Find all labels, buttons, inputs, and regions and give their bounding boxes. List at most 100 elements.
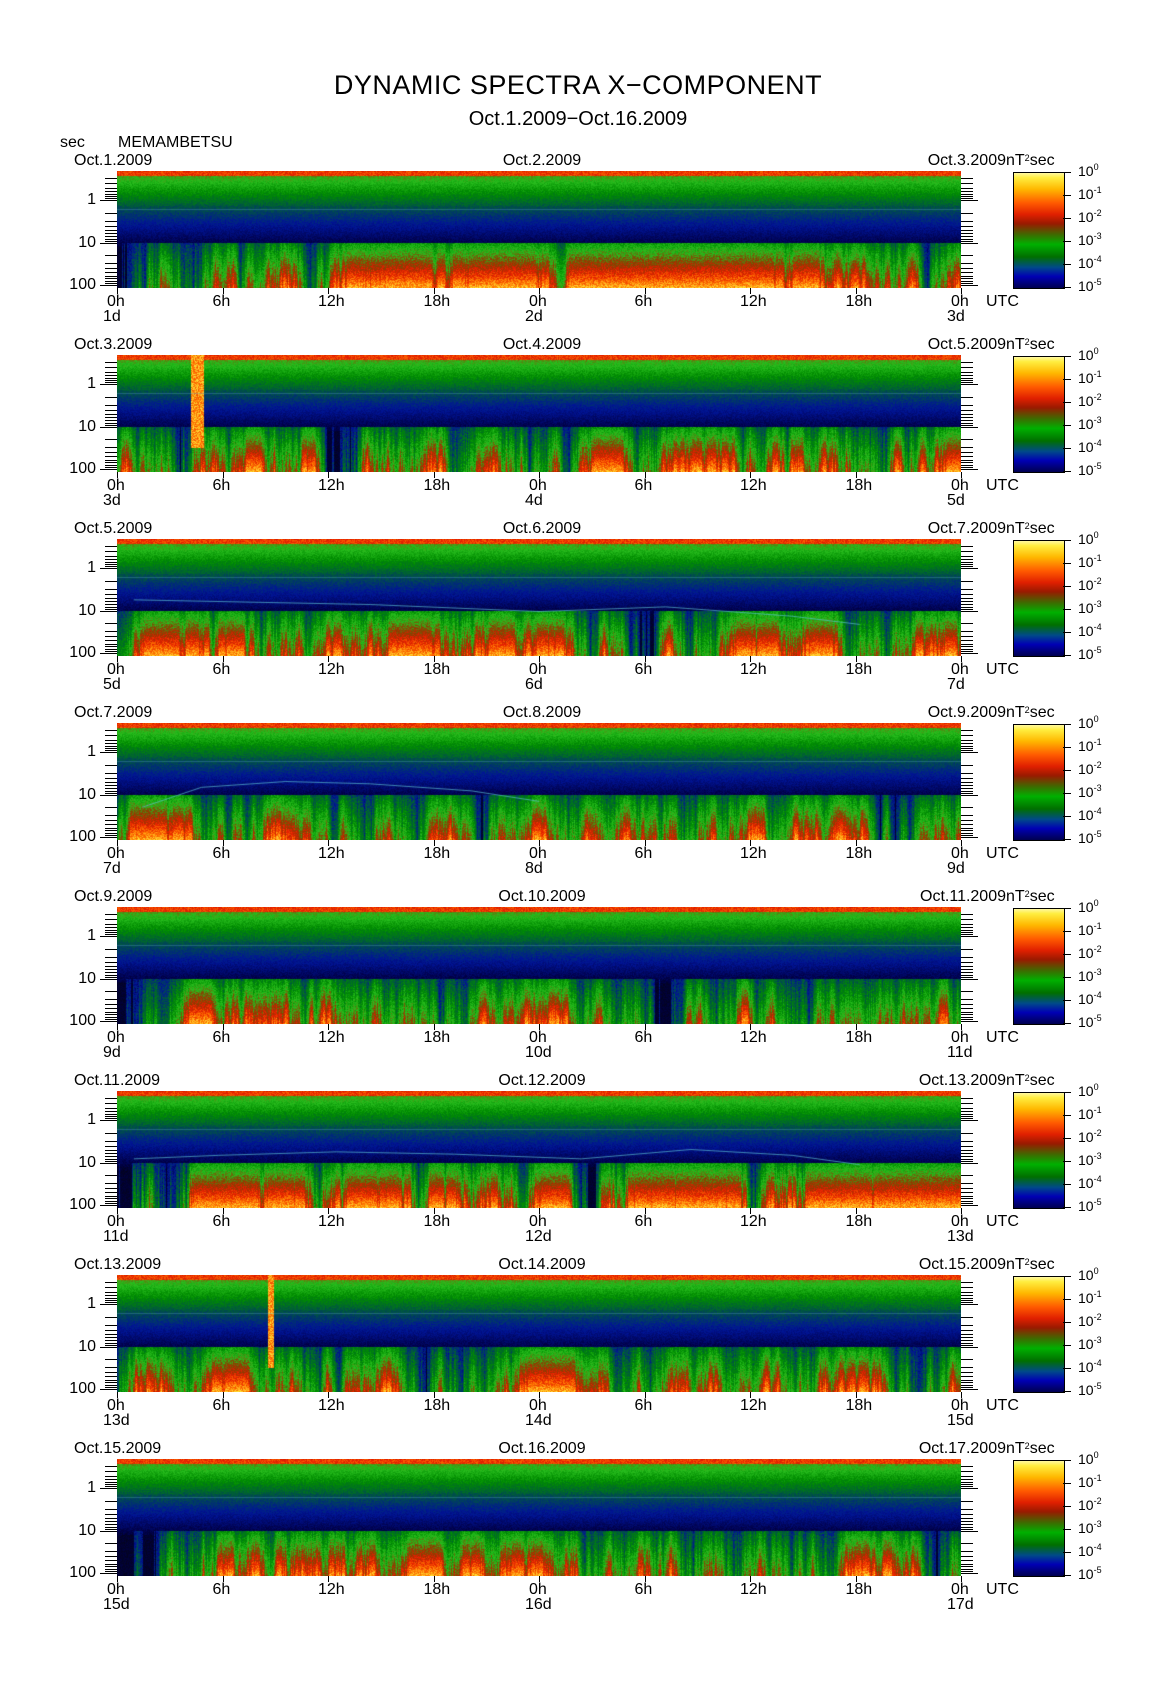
x-tick-mark [961, 1576, 962, 1582]
x-tick-label: 18h [845, 1029, 873, 1046]
colorbar-tick [1063, 1322, 1071, 1323]
y-tick-mark [105, 636, 117, 638]
y-tick-mark [100, 568, 117, 570]
y-tick-mark [105, 976, 117, 978]
x-tick-label: 0h [107, 1397, 125, 1414]
x-tick-label: 12h [740, 1029, 767, 1046]
panel-right-date: Oct.9.2009 [927, 704, 1006, 721]
y-tick-mark [961, 183, 973, 185]
y-tick-mark [105, 651, 117, 653]
x-tick-label: 0h [529, 1029, 547, 1046]
y-tick-label: 1 [87, 559, 96, 577]
x-tick-label: 0h [529, 293, 547, 310]
y-tick-mark [105, 781, 117, 783]
x-tick-mark [855, 288, 857, 294]
y-tick-mark [105, 1324, 117, 1326]
colorbar-tick [1063, 1138, 1071, 1139]
y-tick-mark [100, 837, 117, 838]
y-tick-mark [961, 1568, 973, 1570]
y-tick-mark [961, 1475, 973, 1477]
y-tick-mark [961, 1359, 973, 1361]
y-tick-mark [961, 1366, 973, 1368]
day-label: 9d [947, 860, 965, 877]
x-tick-label: 18h [845, 1213, 873, 1230]
x-tick-label: 18h [423, 293, 451, 310]
y-tick-mark [105, 835, 117, 837]
x-tick-mark [961, 840, 962, 846]
colorbar-label: 10-4 [1078, 622, 1102, 639]
y-tick-mark [105, 648, 117, 650]
y-tick-mark [105, 275, 117, 277]
x-tick-mark [117, 1024, 118, 1030]
x-tick-label: 12h [740, 845, 767, 862]
y-tick-mark [961, 1571, 973, 1573]
y-tick-mark [105, 1188, 117, 1190]
x-axis-unit: UTC [986, 477, 1019, 494]
x-axis-unit: UTC [986, 1029, 1019, 1046]
y-tick-mark [105, 581, 117, 583]
x-tick-label: 6h [212, 845, 231, 862]
y-tick-mark [961, 792, 973, 794]
panel-right-date: Oct.7.2009 [927, 520, 1006, 537]
y-tick-mark [961, 413, 973, 415]
y-tick-mark [105, 272, 117, 274]
y-tick-mark [961, 978, 978, 980]
y-tick-label: 100 [69, 828, 96, 845]
y-tick-mark [961, 397, 973, 399]
y-tick-mark [961, 588, 973, 590]
x-tick-label: 18h [423, 1213, 451, 1230]
y-tick-mark [961, 604, 973, 606]
y-tick-mark [105, 238, 117, 240]
x-tick-mark [539, 472, 540, 478]
y-tick-label: 10 [78, 601, 96, 619]
y-tick-mark [100, 384, 117, 386]
x-tick-label: 6h [634, 1029, 653, 1046]
colorbar-tick [1063, 977, 1071, 978]
colorbar-tick [1063, 586, 1071, 587]
colorbar-label: 10-4 [1078, 806, 1102, 823]
colorbar [1013, 1276, 1065, 1393]
y-tick-mark [105, 566, 117, 568]
colorbar-label: 10-4 [1078, 1358, 1102, 1375]
day-label: 5d [103, 676, 121, 693]
colorbar-label: 10-1 [1078, 737, 1102, 754]
spectrogram [117, 171, 961, 288]
colorbar-label: 10-3 [1078, 1519, 1102, 1536]
day-label: 15d [947, 1412, 974, 1429]
y-tick-mark [105, 956, 117, 958]
x-tick-label: 18h [423, 1397, 451, 1414]
y-tick-mark [961, 377, 973, 379]
x-tick-label: 6h [212, 1397, 231, 1414]
y-tick-mark [105, 1016, 117, 1018]
colorbar-label: 10-4 [1078, 990, 1102, 1007]
x-tick-mark [328, 656, 329, 662]
y-tick-mark [105, 1175, 117, 1177]
x-tick-label: 0h [107, 293, 125, 310]
y-tick-mark [105, 225, 117, 227]
y-tick-mark [961, 1297, 973, 1299]
y-tick-mark [105, 965, 117, 967]
x-tick-mark [750, 840, 751, 846]
day-label: 15d [103, 1596, 130, 1613]
x-tick-label: 18h [845, 845, 873, 862]
y-tick-mark [961, 630, 973, 632]
y-tick-mark [961, 384, 978, 386]
day-label: 10d [525, 1044, 552, 1061]
y-tick-mark [105, 1107, 117, 1109]
y-tick-mark [961, 735, 973, 737]
y-tick-mark [105, 187, 117, 189]
colorbar-tick [1063, 218, 1071, 219]
x-tick-mark [750, 1024, 751, 1030]
y-tick-mark [105, 1004, 117, 1006]
y-tick-mark [105, 1192, 117, 1194]
y-tick-mark [961, 1508, 973, 1510]
y-tick-mark [105, 1379, 117, 1381]
colorbar-tick [1063, 1207, 1071, 1208]
colorbar-tick [1063, 448, 1071, 449]
y-tick-mark [961, 1019, 973, 1021]
x-tick-label: 0h [107, 661, 125, 678]
x-tick-mark [644, 1024, 646, 1030]
y-tick-mark [961, 1340, 973, 1342]
colorbar [1013, 724, 1065, 841]
y-tick-mark [961, 824, 973, 826]
